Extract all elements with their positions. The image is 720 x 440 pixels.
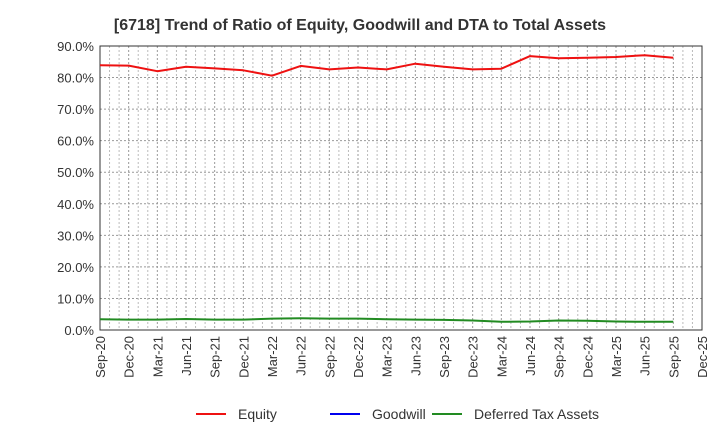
- chart-title: [6718] Trend of Ratio of Equity, Goodwil…: [114, 17, 606, 34]
- x-tick-label: Jun-21: [179, 336, 194, 376]
- y-tick-label: 70.0%: [57, 102, 94, 117]
- x-axis: Sep-20 Dec-20 Mar-21 Jun-21 Sep-21 Dec-21 Mar-…: [93, 336, 710, 378]
- x-tick-label: Dec-25: [695, 336, 710, 378]
- x-tick-label: Mar-23: [380, 336, 395, 377]
- x-tick-label: Dec-22: [351, 336, 366, 378]
- x-tick-label: Dec-24: [580, 336, 595, 378]
- x-tick-label: Jun-23: [408, 336, 423, 376]
- y-tick-label: 20.0%: [57, 260, 94, 275]
- y-tick-label: 90.0%: [57, 39, 94, 54]
- x-tick-label: Sep-21: [208, 336, 223, 378]
- y-tick-label: 60.0%: [57, 134, 94, 149]
- x-tick-label: Dec-21: [236, 336, 251, 378]
- x-tick-label: Jun-22: [294, 336, 309, 376]
- x-tick-label: Mar-21: [150, 336, 165, 377]
- legend-label-goodwill: Goodwill: [372, 406, 426, 422]
- x-tick-label: Mar-22: [265, 336, 280, 377]
- series-group: [99, 54, 674, 323]
- y-tick-label: 80.0%: [57, 71, 94, 86]
- x-tick-label: Mar-24: [494, 336, 509, 377]
- x-tick-label: Mar-25: [609, 336, 624, 377]
- x-tick-label: Sep-20: [93, 336, 108, 378]
- x-tick-label: Sep-24: [552, 336, 567, 378]
- legend-label-equity: Equity: [238, 406, 277, 422]
- legend-label-deferred-tax-assets: Deferred Tax Assets: [474, 406, 599, 422]
- y-tick-label: 10.0%: [57, 291, 94, 306]
- grid: [100, 46, 702, 330]
- y-tick-label: 40.0%: [57, 197, 94, 212]
- y-axis: 0.0% 10.0% 20.0% 30.0% 40.0% 50.0% 60.0% 70.0% 8…: [57, 39, 94, 338]
- y-tick-label: 30.0%: [57, 228, 94, 243]
- x-tick-label: Jun-25: [638, 336, 653, 376]
- x-tick-label: Sep-23: [437, 336, 452, 378]
- legend: Equity Goodwill Deferred Tax Assets: [196, 406, 599, 422]
- x-tick-label: Jun-24: [523, 336, 538, 376]
- series-line-equity: [99, 54, 674, 77]
- x-tick-label: Sep-25: [666, 336, 681, 378]
- y-tick-label: 0.0%: [64, 323, 94, 338]
- x-tick-label: Dec-23: [466, 336, 481, 378]
- plot-frame: [99, 45, 703, 331]
- x-tick-label: Sep-22: [322, 336, 337, 378]
- x-tick-label: Dec-20: [122, 336, 137, 378]
- series-line-deferred-tax-assets: [99, 317, 674, 323]
- y-tick-label: 50.0%: [57, 165, 94, 180]
